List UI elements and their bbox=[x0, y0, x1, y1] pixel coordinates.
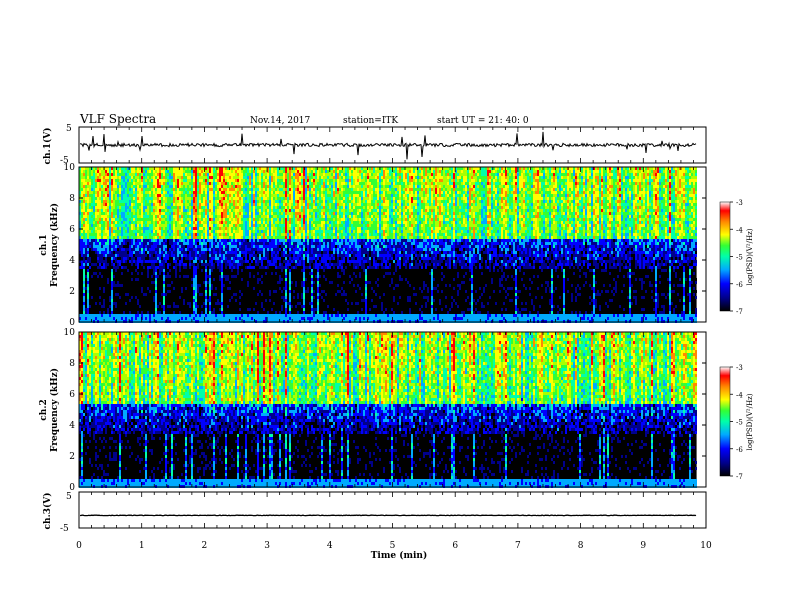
ytick-label: 2 bbox=[69, 452, 75, 462]
xtick-label: 6 bbox=[452, 541, 458, 551]
colorbar-ch1: -3 -4 -5 -6 -7 log(PSD)(V²/Hz) bbox=[720, 199, 754, 316]
ytick-label: 2 bbox=[69, 287, 75, 297]
colorbar-tick-label: -5 bbox=[736, 419, 743, 427]
colorbar-tick-label: -7 bbox=[736, 473, 743, 481]
ch3-ytick-bottom: -5 bbox=[60, 524, 69, 534]
colorbar1-label: log(PSD)(V²/Hz) bbox=[746, 228, 754, 285]
ytick-label: 8 bbox=[69, 194, 75, 204]
xtick-label: 9 bbox=[640, 541, 646, 551]
xtick-label: 1 bbox=[139, 541, 145, 551]
ch3-ylabel: ch.3(V) bbox=[42, 493, 53, 530]
ch1-ylabel: ch.1(V) bbox=[42, 128, 53, 165]
ch1-spectrogram-image bbox=[79, 167, 706, 323]
chart-title: VLF Spectra bbox=[79, 112, 156, 126]
panel-ch1-spectrogram: ch.1 Frequency (kHz) 0 2 4 6 8 10 bbox=[39, 163, 706, 328]
ch2-spectrogram-image bbox=[79, 332, 706, 488]
xtick-label: 0 bbox=[76, 541, 82, 551]
ch3-ytick-top: 5 bbox=[66, 492, 72, 502]
colorbar-tick-label: -4 bbox=[736, 226, 743, 234]
colorbar-tick-label: -6 bbox=[736, 281, 743, 289]
ch2-ylabel-freq: Frequency (kHz) bbox=[49, 368, 60, 452]
ytick-label: 6 bbox=[69, 225, 75, 235]
colorbar-ch2: -3 -4 -5 -6 -7 log(PSD)(V²/Hz) bbox=[720, 364, 754, 481]
ch1-ylabel-channel: ch.1 bbox=[39, 234, 49, 255]
ytick-label: 6 bbox=[69, 390, 75, 400]
ch1-ytick-top: 5 bbox=[66, 124, 72, 134]
date-label: Nov.14, 2017 bbox=[250, 116, 311, 126]
xtick-label: 4 bbox=[327, 541, 333, 551]
ch3-waveform-trace bbox=[80, 515, 696, 516]
colorbar-tick-label: -5 bbox=[736, 254, 743, 262]
colorbar-tick-label: -3 bbox=[736, 199, 743, 207]
colorbar2-label: log(PSD)(V²/Hz) bbox=[746, 393, 754, 450]
ch2-ylabel-channel: ch.2 bbox=[39, 399, 49, 420]
xtick-label: 10 bbox=[700, 541, 712, 551]
xtick-label: 3 bbox=[264, 541, 270, 551]
station-label: station=ITK bbox=[343, 116, 398, 126]
ytick-label: 10 bbox=[64, 328, 76, 338]
ch1-ylabel-freq: Frequency (kHz) bbox=[49, 203, 60, 287]
xtick-label: 7 bbox=[515, 541, 521, 551]
ytick-label: 0 bbox=[69, 318, 75, 328]
colorbar-tick-label: -3 bbox=[736, 364, 743, 372]
ytick-label: 4 bbox=[69, 421, 75, 431]
xtick-label: 5 bbox=[390, 541, 396, 551]
x-axis-label: Time (min) bbox=[371, 550, 428, 561]
xtick-label: 2 bbox=[202, 541, 208, 551]
ytick-label: 4 bbox=[69, 256, 75, 266]
colorbar-tick-label: -4 bbox=[736, 391, 743, 399]
ytick-label: 8 bbox=[69, 359, 75, 369]
ytick-label: 10 bbox=[64, 163, 76, 173]
xtick-label: 8 bbox=[578, 541, 584, 551]
colorbar-tick-label: -7 bbox=[736, 308, 743, 316]
colorbar-tick-label: -6 bbox=[736, 446, 743, 454]
start-ut-label: start UT = 21: 40: 0 bbox=[437, 116, 529, 126]
